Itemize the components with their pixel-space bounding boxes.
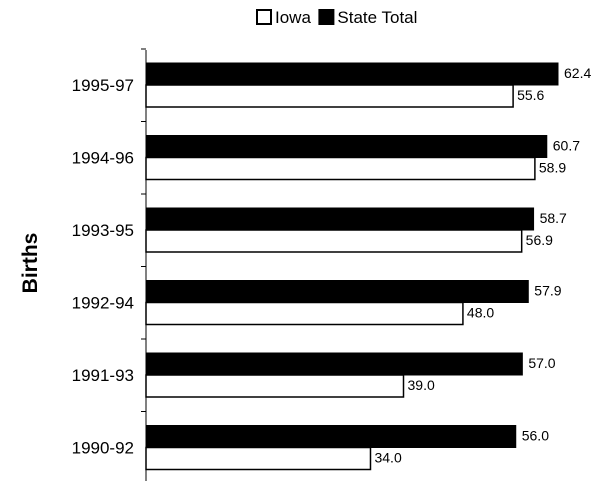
y-axis-title: Births bbox=[19, 233, 42, 294]
bar-state-total bbox=[145, 62, 559, 86]
data-label-iowa: 55.6 bbox=[517, 87, 544, 103]
bar-iowa bbox=[145, 229, 523, 253]
category-label: 1991-93 bbox=[72, 366, 134, 385]
labels: 1995-97 62.4 55.6 1994-96 60.7 58.9 1993-95 58.… bbox=[72, 65, 592, 466]
category-label: 1993-95 bbox=[72, 221, 134, 240]
bar-iowa bbox=[145, 374, 405, 398]
bar-state-total bbox=[145, 425, 517, 448]
bar-state-total bbox=[145, 352, 523, 376]
bar-iowa bbox=[145, 156, 536, 181]
category-label: 1992-94 bbox=[72, 294, 134, 313]
bars bbox=[145, 62, 559, 471]
data-label-state-total: 60.7 bbox=[553, 138, 580, 154]
legend-swatch bbox=[256, 9, 272, 25]
data-label-iowa: 39.0 bbox=[408, 377, 435, 393]
legend-swatch bbox=[318, 9, 335, 25]
data-label-state-total: 57.0 bbox=[528, 355, 555, 371]
data-label-state-total: 62.4 bbox=[564, 65, 591, 81]
data-label-state-total: 57.9 bbox=[534, 283, 561, 299]
data-label-iowa: 48.0 bbox=[467, 305, 494, 321]
data-label-iowa: 58.9 bbox=[539, 160, 566, 176]
bar-iowa bbox=[145, 84, 514, 108]
legend-label: Iowa bbox=[275, 8, 311, 27]
data-label-state-total: 58.7 bbox=[540, 210, 567, 226]
legend: Iowa State Total bbox=[256, 8, 417, 27]
category-label: 1994-96 bbox=[72, 149, 134, 168]
legend-label: State Total bbox=[337, 8, 417, 27]
bar-iowa bbox=[145, 301, 464, 326]
bar-state-total bbox=[145, 280, 529, 303]
data-label-state-total: 56.0 bbox=[522, 428, 549, 444]
data-label-iowa: 34.0 bbox=[374, 450, 401, 466]
category-label: 1995-97 bbox=[72, 76, 134, 95]
y-axis bbox=[141, 48, 147, 481]
category-label: 1990-92 bbox=[72, 439, 134, 458]
data-label-iowa: 56.9 bbox=[526, 232, 553, 248]
bar-state-total bbox=[145, 207, 535, 231]
bar-iowa bbox=[145, 446, 372, 471]
bar-state-total bbox=[145, 135, 548, 158]
